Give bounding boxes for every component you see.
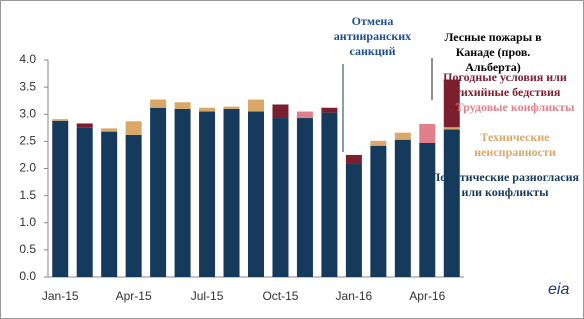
bar-segment: [394, 132, 411, 140]
bar-segment: [199, 111, 216, 277]
y-tick-label: 1.0: [19, 215, 36, 229]
bar-segment: [248, 111, 264, 277]
y-tick-label: 3.5: [19, 79, 36, 93]
x-tick-label: Jan-16: [336, 289, 373, 303]
bar-segment: [443, 127, 460, 130]
x-tick-label: Jan-15: [42, 289, 79, 303]
bar-segment: [125, 121, 142, 135]
bar-segment: [345, 163, 362, 277]
bar-segment: [174, 108, 191, 277]
y-tick-label: 0.5: [19, 242, 36, 256]
bar-segment: [150, 99, 167, 108]
y-tick-label: 0.0: [19, 269, 36, 283]
x-tick-label: Oct-15: [262, 289, 298, 303]
y-tick-label: 2.0: [19, 161, 36, 175]
bar-segment: [199, 107, 216, 112]
annotation: Отмена антииранских санкций: [333, 14, 412, 58]
bar-segment: [76, 127, 93, 277]
bar-segment: [321, 112, 338, 277]
bar-segment: [370, 145, 387, 277]
bar-segment: [419, 124, 436, 144]
bar-segment: [394, 139, 411, 277]
bar-segment: [443, 79, 460, 128]
y-tick-label: 1.5: [19, 188, 36, 202]
x-tick-label: Apr-16: [409, 289, 445, 303]
bar-segment: [296, 111, 313, 119]
legend-entry: Политические разногласия или конфликты: [430, 170, 580, 199]
bar-segment: [248, 99, 264, 112]
bar-segment: [296, 118, 313, 277]
bar-segment: [370, 140, 387, 146]
bar-segment: [101, 131, 118, 277]
y-tick-label: 4.0: [19, 52, 36, 66]
bar-segment: [150, 107, 167, 278]
bar-segment: [52, 120, 69, 277]
y-tick-label: 2.5: [19, 134, 36, 148]
bar-segment: [223, 106, 240, 109]
annotation: Лесные пожары в Канаде (пров. Альберта): [444, 30, 542, 74]
x-tick-label: Apr-15: [116, 289, 152, 303]
x-tick-label: Jul-15: [191, 289, 224, 303]
bar-segment: [419, 143, 436, 277]
bar-segment: [101, 128, 118, 132]
bar-segment: [76, 123, 93, 128]
legend-entry: Погодные условия или стихийные бедствия: [443, 70, 567, 99]
bar-segment: [174, 102, 191, 109]
bar-segment: [272, 118, 289, 277]
y-tick-label: 3.0: [19, 106, 36, 120]
legend-entry: Трудовые конфликты: [455, 100, 575, 114]
bar-segment: [125, 134, 142, 277]
bar-segment: [223, 108, 240, 277]
bar-segment: [52, 119, 69, 121]
legend-entry: Технические неисправности: [474, 130, 556, 159]
bar-segment: [272, 104, 289, 119]
bar-segment: [443, 129, 460, 277]
bar-segment: [345, 154, 362, 164]
logo: eia: [548, 281, 569, 298]
bar-segment: [321, 107, 338, 113]
